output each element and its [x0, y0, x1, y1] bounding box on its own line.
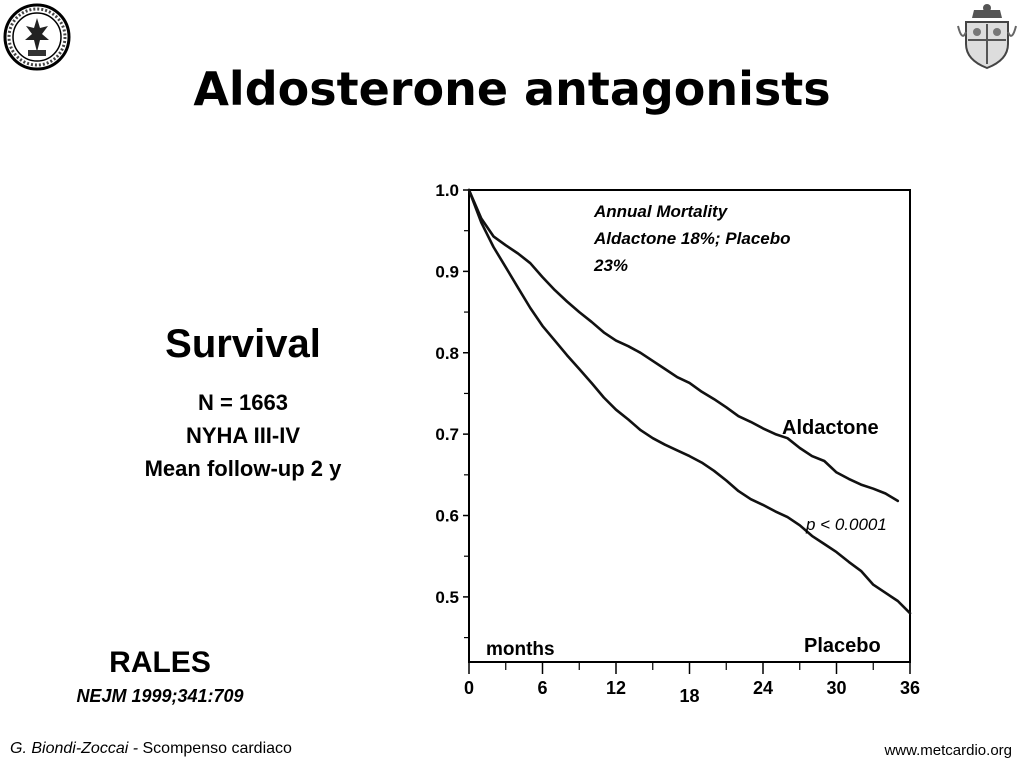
- x-tick-label: 36: [900, 678, 920, 698]
- info-line-n: N = 1663: [198, 390, 288, 415]
- info-line-nyha: NYHA III-IV: [185, 423, 301, 448]
- y-tick-label: 0.9: [435, 262, 459, 281]
- y-tick-label: 1.0: [435, 181, 459, 200]
- series-line-aldactone: [467, 188, 900, 503]
- x-tick-label: 12: [606, 678, 626, 698]
- series-label-placebo: Placebo: [804, 635, 881, 657]
- y-tick-label: 0.6: [435, 507, 459, 526]
- survival-heading: Survival: [165, 322, 321, 366]
- footer-topic: Scompenso cardiaco: [142, 740, 292, 757]
- coat-of-arms-icon: [957, 4, 1017, 70]
- y-tick-label: 0.8: [435, 344, 459, 363]
- footer-credit: G. Biondi-Zoccai - Scompenso cardiaco: [10, 740, 292, 758]
- university-seal-icon: [3, 3, 71, 71]
- y-tick-label: 0.7: [435, 425, 459, 444]
- p-value: p < 0.0001: [805, 515, 887, 534]
- y-axis: 0.5 0.6 0.7 0.8 0.9 1.0: [435, 181, 469, 639]
- x-tick-label: 30: [826, 678, 846, 698]
- trial-name: RALES: [109, 646, 211, 679]
- x-tick-label: 6: [537, 678, 547, 698]
- annotation-line-2: Aldactone 18%; Placebo: [593, 229, 791, 248]
- series-lines: [467, 188, 912, 615]
- x-tick-label: 18: [679, 686, 699, 706]
- page-title: Aldosterone antagonists: [193, 62, 831, 116]
- series-label-aldactone: Aldactone: [782, 417, 879, 439]
- footer-author: G. Biondi-Zoccai -: [10, 740, 139, 757]
- x-axis-label: months: [486, 639, 555, 660]
- reference: NEJM 1999;341:709: [76, 686, 244, 706]
- annotation-line-1: Annual Mortality: [593, 202, 729, 221]
- x-tick-label: 0: [464, 678, 474, 698]
- footer-url: www.metcardio.org: [884, 742, 1012, 759]
- info-line-followup: Mean follow-up 2 y: [144, 456, 342, 481]
- annotation-line-3: 23%: [593, 256, 628, 275]
- x-tick-label: 24: [753, 678, 773, 698]
- x-axis: 0 6 12 18 24 30 36: [464, 662, 920, 706]
- y-tick-label: 0.5: [435, 588, 459, 607]
- study-info: N = 1663 NYHA III-IV Mean follow-up 2 y: [100, 386, 386, 485]
- series-line-placebo: [467, 188, 912, 615]
